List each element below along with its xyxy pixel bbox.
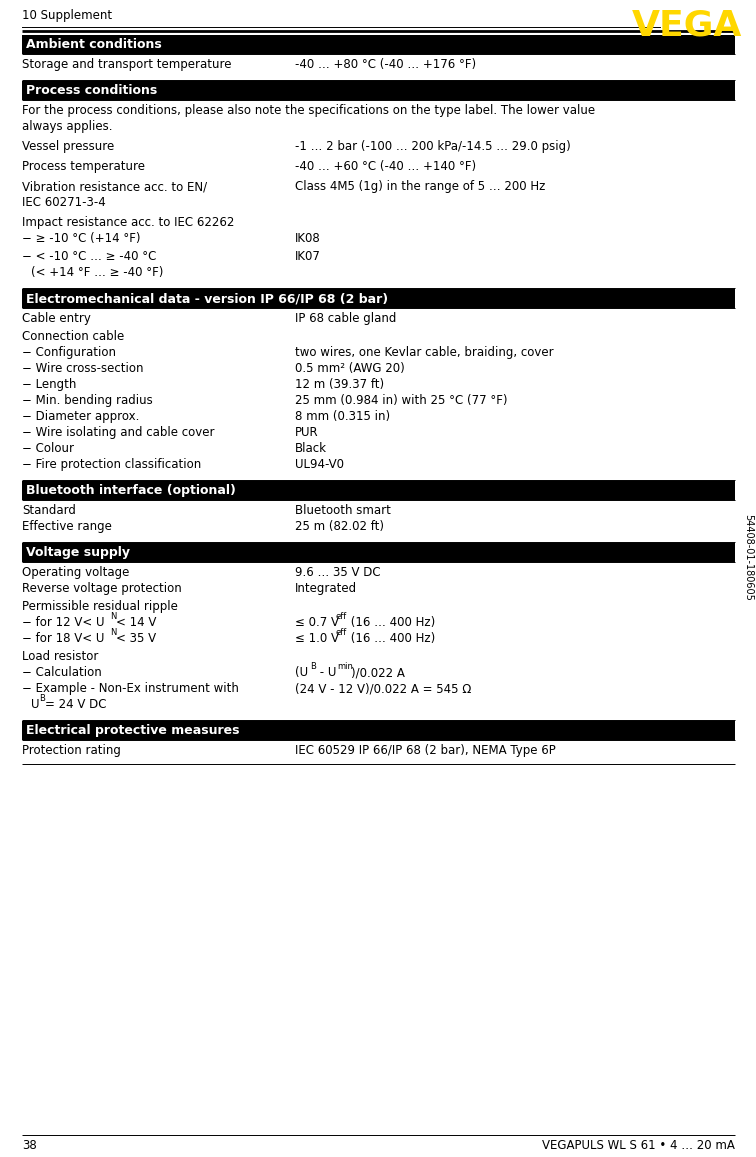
Text: eff: eff <box>335 628 346 638</box>
Text: Integrated: Integrated <box>295 582 357 595</box>
Text: Standard: Standard <box>22 504 76 517</box>
Text: Bluetooth smart: Bluetooth smart <box>295 504 391 517</box>
Text: N: N <box>110 612 116 621</box>
Text: 0.5 mm² (AWG 20): 0.5 mm² (AWG 20) <box>295 362 404 375</box>
Text: 38: 38 <box>22 1138 37 1152</box>
Text: (16 … 400 Hz): (16 … 400 Hz) <box>347 616 435 629</box>
Text: PUR: PUR <box>295 426 318 439</box>
Text: Bluetooth interface (optional): Bluetooth interface (optional) <box>26 484 236 498</box>
Text: ≤ 0.7 V: ≤ 0.7 V <box>295 616 339 629</box>
Text: IP 68 cable gland: IP 68 cable gland <box>295 312 396 325</box>
Text: (< +14 °F … ≥ -40 °F): (< +14 °F … ≥ -40 °F) <box>31 266 163 279</box>
Text: < 14 V: < 14 V <box>116 616 156 629</box>
Text: (U: (U <box>295 666 308 679</box>
Text: B: B <box>310 662 316 671</box>
Text: Permissible residual ripple: Permissible residual ripple <box>22 600 178 613</box>
Text: − Min. bending radius: − Min. bending radius <box>22 395 153 407</box>
Text: 25 mm (0.984 in) with 25 °C (77 °F): 25 mm (0.984 in) with 25 °C (77 °F) <box>295 395 507 407</box>
Text: VEGAPULS WL S 61 • 4 … 20 mA: VEGAPULS WL S 61 • 4 … 20 mA <box>542 1138 735 1152</box>
Text: Black: Black <box>295 442 327 455</box>
Text: For the process conditions, please also note the specifications on the type labe: For the process conditions, please also … <box>22 104 595 117</box>
Text: IEC 60271-3-4: IEC 60271-3-4 <box>22 196 106 209</box>
Text: Class 4M5 (1g) in the range of 5 … 200 Hz: Class 4M5 (1g) in the range of 5 … 200 H… <box>295 180 545 193</box>
Text: IEC 60529 IP 66/IP 68 (2 bar), NEMA Type 6P: IEC 60529 IP 66/IP 68 (2 bar), NEMA Type… <box>295 744 556 757</box>
Text: 12 m (39.37 ft): 12 m (39.37 ft) <box>295 378 384 391</box>
Text: Process temperature: Process temperature <box>22 160 145 174</box>
Text: Ambient conditions: Ambient conditions <box>26 38 162 51</box>
Text: U: U <box>31 698 39 712</box>
Text: Electrical protective measures: Electrical protective measures <box>26 724 240 737</box>
Text: - U: - U <box>316 666 336 679</box>
Text: 10 Supplement: 10 Supplement <box>22 9 112 22</box>
Text: < 35 V: < 35 V <box>116 632 156 644</box>
Bar <box>22 543 735 562</box>
Text: − Colour: − Colour <box>22 442 74 455</box>
Text: Reverse voltage protection: Reverse voltage protection <box>22 582 181 595</box>
Text: − Fire protection classification: − Fire protection classification <box>22 458 201 471</box>
Text: Storage and transport temperature: Storage and transport temperature <box>22 58 231 71</box>
Text: min: min <box>337 662 353 671</box>
Text: -40 … +60 °C (-40 … +140 °F): -40 … +60 °C (-40 … +140 °F) <box>295 160 476 174</box>
Text: − ≥ -10 °C (+14 °F): − ≥ -10 °C (+14 °F) <box>22 233 141 245</box>
Text: Effective range: Effective range <box>22 519 112 533</box>
Text: )/0.022 A: )/0.022 A <box>351 666 405 679</box>
Bar <box>22 81 735 100</box>
Text: − for 12 V< U: − for 12 V< U <box>22 616 104 629</box>
Text: VEGA: VEGA <box>631 9 742 43</box>
Bar <box>22 35 735 54</box>
Text: Connection cable: Connection cable <box>22 330 124 342</box>
Text: Vessel pressure: Vessel pressure <box>22 140 114 153</box>
Text: Voltage supply: Voltage supply <box>26 546 130 559</box>
Text: ≤ 1.0 V: ≤ 1.0 V <box>295 632 339 644</box>
Text: Protection rating: Protection rating <box>22 744 121 757</box>
Text: N: N <box>110 628 116 638</box>
Bar <box>22 721 735 740</box>
Text: B: B <box>39 694 45 703</box>
Text: − Diameter approx.: − Diameter approx. <box>22 410 139 423</box>
Text: always applies.: always applies. <box>22 120 113 133</box>
Bar <box>22 289 735 308</box>
Text: − Example - Non-Ex instrument with: − Example - Non-Ex instrument with <box>22 681 239 695</box>
Text: -40 … +80 °C (-40 … +176 °F): -40 … +80 °C (-40 … +176 °F) <box>295 58 476 71</box>
Text: Load resistor: Load resistor <box>22 650 98 663</box>
Text: − Calculation: − Calculation <box>22 666 102 679</box>
Bar <box>22 481 735 500</box>
Text: − Wire cross-section: − Wire cross-section <box>22 362 144 375</box>
Text: − Wire isolating and cable cover: − Wire isolating and cable cover <box>22 426 215 439</box>
Text: Process conditions: Process conditions <box>26 84 157 97</box>
Text: − < -10 °C … ≥ -40 °C: − < -10 °C … ≥ -40 °C <box>22 250 156 263</box>
Text: 9.6 … 35 V DC: 9.6 … 35 V DC <box>295 566 380 578</box>
Text: -1 … 2 bar (-100 … 200 kPa/-14.5 … 29.0 psig): -1 … 2 bar (-100 … 200 kPa/-14.5 … 29.0 … <box>295 140 571 153</box>
Text: Vibration resistance acc. to EN/: Vibration resistance acc. to EN/ <box>22 180 207 193</box>
Text: IK07: IK07 <box>295 250 321 263</box>
Text: (24 V - 12 V)/0.022 A = 545 Ω: (24 V - 12 V)/0.022 A = 545 Ω <box>295 681 472 695</box>
Text: 25 m (82.02 ft): 25 m (82.02 ft) <box>295 519 384 533</box>
Text: IK08: IK08 <box>295 233 321 245</box>
Text: two wires, one Kevlar cable, braiding, cover: two wires, one Kevlar cable, braiding, c… <box>295 346 553 359</box>
Text: Electromechanical data - version IP 66/IP 68 (2 bar): Electromechanical data - version IP 66/I… <box>26 292 388 305</box>
Text: eff: eff <box>335 612 346 621</box>
Text: UL94-V0: UL94-V0 <box>295 458 344 471</box>
Text: Cable entry: Cable entry <box>22 312 91 325</box>
Text: Operating voltage: Operating voltage <box>22 566 129 578</box>
Text: Impact resistance acc. to IEC 62262: Impact resistance acc. to IEC 62262 <box>22 216 234 229</box>
Text: 54408-01-180605: 54408-01-180605 <box>743 514 753 600</box>
Text: 8 mm (0.315 in): 8 mm (0.315 in) <box>295 410 390 423</box>
Text: = 24 V DC: = 24 V DC <box>45 698 107 712</box>
Text: (16 … 400 Hz): (16 … 400 Hz) <box>347 632 435 644</box>
Text: − Configuration: − Configuration <box>22 346 116 359</box>
Text: − for 18 V< U: − for 18 V< U <box>22 632 104 644</box>
Text: − Length: − Length <box>22 378 76 391</box>
